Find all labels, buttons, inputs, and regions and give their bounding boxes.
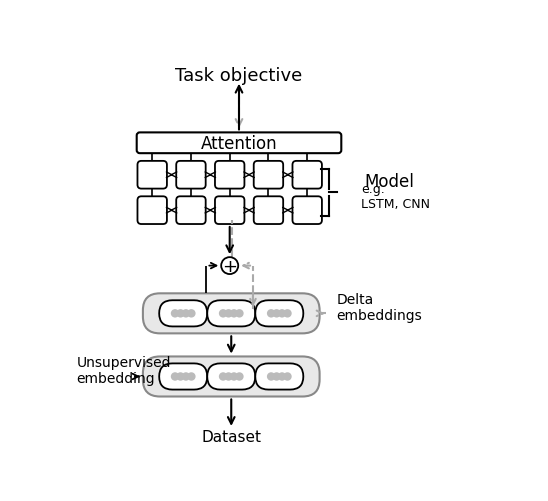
FancyBboxPatch shape — [254, 197, 283, 224]
Circle shape — [283, 373, 292, 381]
FancyBboxPatch shape — [159, 301, 207, 327]
Circle shape — [278, 310, 286, 318]
Circle shape — [176, 310, 185, 318]
Text: +: + — [222, 257, 237, 275]
Circle shape — [230, 373, 238, 381]
Text: e.g.
LSTM, CNN: e.g. LSTM, CNN — [362, 183, 430, 211]
Circle shape — [272, 310, 281, 318]
Text: Task objective: Task objective — [175, 67, 302, 85]
FancyBboxPatch shape — [138, 197, 167, 224]
FancyBboxPatch shape — [176, 197, 206, 224]
Circle shape — [224, 373, 233, 381]
FancyBboxPatch shape — [207, 364, 255, 390]
Text: Unsupervised
embedding: Unsupervised embedding — [76, 356, 171, 386]
FancyBboxPatch shape — [254, 161, 283, 189]
Circle shape — [171, 310, 179, 318]
Circle shape — [221, 258, 238, 275]
Text: Model: Model — [364, 172, 414, 190]
FancyBboxPatch shape — [143, 294, 319, 334]
FancyBboxPatch shape — [136, 133, 341, 154]
Circle shape — [230, 310, 238, 318]
FancyBboxPatch shape — [255, 364, 304, 390]
Circle shape — [219, 373, 227, 381]
FancyBboxPatch shape — [159, 364, 207, 390]
Circle shape — [224, 310, 233, 318]
Circle shape — [219, 310, 227, 318]
FancyBboxPatch shape — [215, 161, 244, 189]
Circle shape — [235, 373, 244, 381]
Circle shape — [181, 373, 190, 381]
Circle shape — [267, 310, 276, 318]
Circle shape — [278, 373, 286, 381]
FancyBboxPatch shape — [293, 161, 322, 189]
Circle shape — [171, 373, 179, 381]
Circle shape — [283, 310, 292, 318]
Circle shape — [235, 310, 244, 318]
Circle shape — [267, 373, 276, 381]
Circle shape — [181, 310, 190, 318]
FancyBboxPatch shape — [138, 161, 167, 189]
FancyBboxPatch shape — [207, 301, 255, 327]
Circle shape — [187, 310, 196, 318]
Circle shape — [176, 373, 185, 381]
FancyBboxPatch shape — [143, 357, 319, 397]
FancyBboxPatch shape — [255, 301, 304, 327]
FancyBboxPatch shape — [176, 161, 206, 189]
Text: Dataset: Dataset — [201, 429, 261, 444]
Text: Attention: Attention — [201, 134, 277, 152]
FancyBboxPatch shape — [215, 197, 244, 224]
FancyBboxPatch shape — [293, 197, 322, 224]
Circle shape — [272, 373, 281, 381]
Text: Delta
embeddings: Delta embeddings — [336, 293, 423, 323]
Circle shape — [187, 373, 196, 381]
